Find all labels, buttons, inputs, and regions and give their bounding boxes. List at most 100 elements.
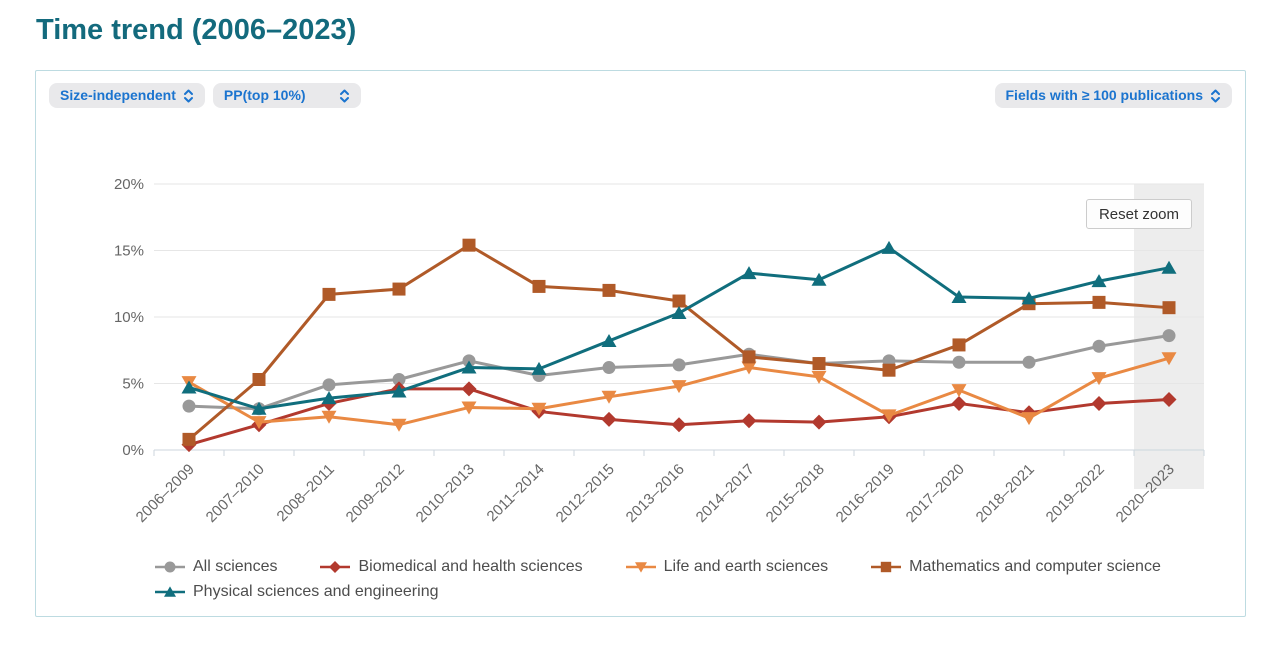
legend-item-biomedical-and-health-sciences[interactable]: Biomedical and health sciences — [319, 557, 583, 577]
fields-filter-dropdown[interactable]: Fields with ≥ 100 publications — [994, 83, 1232, 108]
series-marker[interactable] — [321, 391, 337, 405]
series-marker[interactable] — [252, 373, 266, 387]
series-marker[interactable] — [1021, 291, 1037, 305]
reset-zoom-button[interactable]: Reset zoom — [1086, 199, 1192, 229]
series-marker[interactable] — [1091, 274, 1107, 288]
triangle-up-legend-icon — [155, 586, 185, 597]
series-marker[interactable] — [321, 410, 337, 424]
series-line[interactable] — [187, 243, 1171, 441]
series-marker[interactable] — [391, 418, 407, 432]
page-title: Time trend (2006–2023) — [36, 14, 357, 46]
series-marker[interactable] — [532, 279, 546, 293]
series-marker[interactable] — [462, 238, 476, 252]
chart-panel: 0% 5% 10% 15% 20% 2006–2009 2007–2010 2008–2011… — [35, 70, 1246, 617]
y-axis-label: 15% — [114, 243, 144, 260]
series-marker[interactable] — [671, 306, 687, 320]
series-marker[interactable] — [881, 240, 897, 254]
series-marker[interactable] — [322, 287, 336, 301]
series-marker[interactable] — [251, 401, 267, 415]
series-marker[interactable] — [392, 373, 406, 387]
series-marker[interactable] — [671, 380, 687, 394]
series-marker[interactable] — [671, 417, 687, 433]
x-axis-label: 2006–2009 — [133, 461, 198, 526]
series-marker[interactable] — [461, 360, 477, 374]
square-legend-icon — [871, 561, 902, 573]
series-marker[interactable] — [672, 294, 686, 308]
series-marker[interactable] — [391, 384, 407, 398]
series-marker[interactable] — [1092, 295, 1106, 309]
series-marker[interactable] — [741, 361, 757, 375]
series-marker[interactable] — [881, 409, 897, 423]
series-marker[interactable] — [951, 290, 967, 304]
x-axis-label: 2011–2014 — [484, 461, 548, 525]
series-marker[interactable] — [741, 266, 757, 280]
series-marker[interactable] — [601, 411, 617, 427]
chart-toolbar: Size-independent PP(top 10%) Fields with… — [49, 83, 1232, 108]
series-marker[interactable] — [1092, 339, 1106, 353]
series-marker[interactable] — [951, 395, 967, 411]
legend-item-life-and-earth-sciences[interactable]: Life and earth sciences — [625, 557, 828, 577]
legend-item-all-sciences[interactable]: All sciences — [154, 557, 277, 577]
series-marker[interactable] — [811, 414, 827, 430]
series-marker[interactable] — [1022, 355, 1036, 369]
series-marker[interactable] — [952, 355, 966, 369]
series-marker[interactable] — [952, 338, 966, 352]
chevron-updown-icon — [183, 88, 194, 104]
series-marker[interactable] — [812, 357, 826, 371]
series-marker[interactable] — [181, 380, 197, 394]
series-marker[interactable] — [1091, 372, 1107, 386]
indicator-dropdown-label: PP(top 10%) — [223, 87, 306, 103]
series-marker[interactable] — [182, 432, 196, 446]
series-marker[interactable] — [251, 416, 267, 430]
series-marker[interactable] — [531, 402, 547, 416]
y-axis-label: 5% — [122, 376, 144, 393]
series-marker[interactable] — [1162, 329, 1176, 343]
series-marker[interactable] — [951, 384, 967, 398]
series-marker[interactable] — [882, 363, 896, 377]
x-axis-label: 2014–2017 — [693, 461, 758, 526]
series-marker[interactable] — [1021, 412, 1037, 426]
series-marker[interactable] — [811, 272, 827, 286]
legend-item-mathematics-and-computer-science[interactable]: Mathematics and computer science — [870, 557, 1161, 577]
series-marker[interactable] — [1161, 260, 1177, 274]
series-marker[interactable] — [1161, 352, 1177, 366]
series-physical-sciences-and-engineering — [181, 240, 1177, 415]
series-marker[interactable] — [601, 390, 617, 404]
time-trend-chart[interactable]: 0% 5% 10% 15% 20% 2006–2009 2007–2010 2008–2011… — [36, 71, 1245, 616]
x-axis-label: 2012–2015 — [553, 461, 618, 526]
series-marker[interactable] — [461, 381, 477, 397]
series-marker[interactable] — [672, 358, 686, 372]
y-axis-label: 10% — [114, 309, 144, 326]
x-axis-label: 2015–2018 — [763, 461, 828, 526]
chart-legend: All sciences Biomedical and health scienc… — [154, 557, 1174, 602]
indicator-dropdown[interactable]: PP(top 10%) — [212, 83, 361, 108]
series-marker[interactable] — [811, 370, 827, 384]
legend-label: All sciences — [193, 558, 278, 575]
x-axis-label: 2019–2022 — [1043, 461, 1108, 526]
series-marker[interactable] — [1161, 391, 1177, 407]
legend-item-physical-sciences-and-engineering[interactable]: Physical sciences and engineering — [154, 582, 438, 602]
series-marker[interactable] — [1162, 301, 1176, 315]
series-marker[interactable] — [602, 283, 616, 297]
series-mathematics-and-computer-science — [182, 238, 1176, 446]
series-marker[interactable] — [182, 399, 196, 413]
series-marker[interactable] — [322, 378, 336, 392]
legend-label: Physical sciences and engineering — [193, 583, 439, 600]
series-marker[interactable] — [602, 361, 616, 375]
series-marker[interactable] — [741, 413, 757, 429]
fields-filter-dropdown-label: Fields with ≥ 100 publications — [1005, 87, 1204, 103]
series-marker[interactable] — [1091, 395, 1107, 411]
chevron-updown-icon — [1210, 88, 1221, 104]
x-axis-label: 2009–2012 — [343, 461, 408, 526]
series-marker[interactable] — [392, 282, 406, 296]
x-axis-label: 2018–2021 — [973, 461, 1038, 526]
left-dropdown-group: Size-independent PP(top 10%) — [49, 83, 361, 108]
size-independent-dropdown[interactable]: Size-independent — [49, 83, 205, 108]
x-axis-label: 2013–2016 — [623, 461, 688, 526]
chart-area: 0% 5% 10% 15% 20% 2006–2009 2007–2010 2008–2011… — [36, 71, 1245, 616]
series-marker[interactable] — [742, 350, 756, 364]
series-marker[interactable] — [461, 401, 477, 415]
series-marker[interactable] — [531, 361, 547, 375]
series-marker[interactable] — [601, 333, 617, 347]
x-axis-label: 2017–2020 — [903, 461, 968, 526]
